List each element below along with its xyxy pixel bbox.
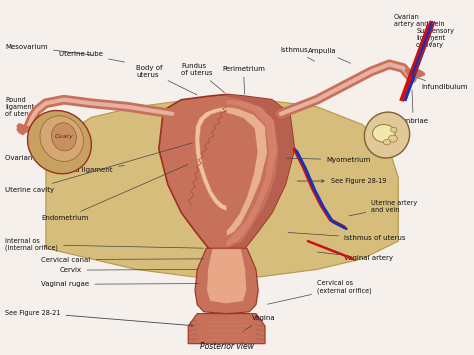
Circle shape [383, 139, 391, 145]
Text: Fundus
of uterus: Fundus of uterus [182, 63, 225, 93]
Polygon shape [227, 107, 267, 236]
Text: Cervical os
(external orifice): Cervical os (external orifice) [268, 280, 372, 304]
Text: Myometrium: Myometrium [286, 157, 370, 163]
Ellipse shape [27, 110, 91, 174]
Polygon shape [227, 94, 294, 255]
Text: Vaginal artery: Vaginal artery [318, 252, 393, 261]
Text: Ovarian ligament: Ovarian ligament [5, 155, 66, 161]
Text: Vaginal rugae: Vaginal rugae [41, 281, 199, 287]
Text: See Figure 28-19: See Figure 28-19 [297, 178, 386, 184]
Ellipse shape [365, 112, 410, 158]
Text: Posterior view: Posterior view [200, 342, 254, 351]
Text: Isthmus: Isthmus [281, 47, 315, 61]
Text: Ovary: Ovary [55, 134, 73, 139]
Polygon shape [195, 248, 258, 313]
Circle shape [373, 125, 395, 142]
Polygon shape [188, 313, 265, 344]
Text: Endometrium: Endometrium [41, 164, 188, 221]
Polygon shape [227, 100, 277, 246]
Text: Isthmus of uterus: Isthmus of uterus [288, 233, 406, 241]
Text: Cervix: Cervix [59, 267, 197, 273]
Text: Body of
uterus: Body of uterus [136, 65, 197, 95]
Text: Perimetrium: Perimetrium [222, 66, 265, 94]
Text: Cervical canal: Cervical canal [41, 257, 203, 263]
Text: Uterine tube: Uterine tube [59, 51, 125, 62]
Text: Mesovarium: Mesovarium [5, 44, 93, 55]
Text: Ampulla: Ampulla [308, 48, 351, 63]
Polygon shape [46, 96, 398, 280]
Ellipse shape [40, 116, 83, 162]
Text: Uterine artery
and vein: Uterine artery and vein [349, 200, 418, 216]
Text: Fimbriae: Fimbriae [398, 90, 428, 124]
Polygon shape [159, 94, 294, 255]
Text: Ovarian
artery and vein: Ovarian artery and vein [394, 13, 444, 33]
Text: Suspensory
ligament
of ovary: Suspensory ligament of ovary [416, 28, 455, 48]
Polygon shape [195, 107, 227, 211]
Polygon shape [207, 249, 246, 304]
Text: Infundibulum: Infundibulum [412, 76, 467, 90]
Text: Internal os
(internal orifice): Internal os (internal orifice) [5, 238, 203, 251]
Text: Uterine cavity: Uterine cavity [5, 143, 192, 193]
Circle shape [388, 135, 397, 142]
Ellipse shape [52, 123, 76, 151]
Text: Vagina: Vagina [243, 315, 275, 332]
Text: See Figure 28-21: See Figure 28-21 [5, 310, 193, 327]
Text: Round
ligament
of uterus: Round ligament of uterus [5, 97, 37, 121]
Text: Broad ligament: Broad ligament [59, 165, 125, 174]
Circle shape [391, 127, 397, 132]
